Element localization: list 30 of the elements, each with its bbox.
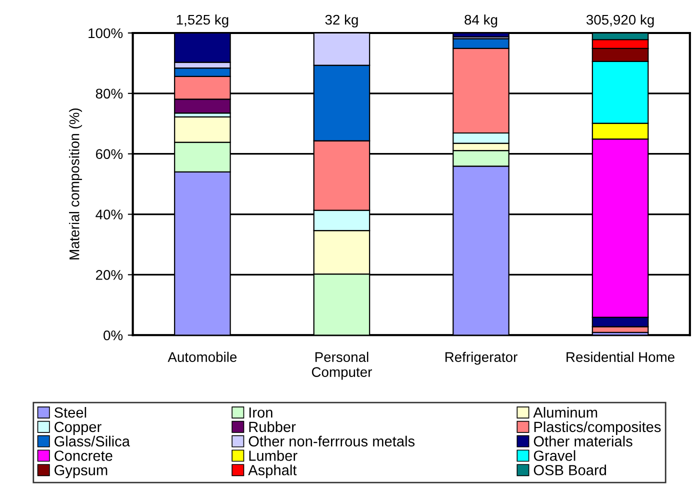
- legend-label: Iron: [249, 408, 272, 418]
- x-tick-label: Personal Computer: [312, 352, 372, 380]
- legend-label: Plastics/composites: [534, 421, 661, 435]
- legend-label: Gypsum: [54, 464, 108, 478]
- x-tick-label: Residential Home: [566, 352, 674, 362]
- legend-label: Other non-ferrrous metals: [248, 436, 415, 446]
- x-tick-label: Refrigerator: [445, 352, 518, 365]
- y-tick-label: 40%: [96, 210, 123, 220]
- legend-label: Steel: [54, 406, 86, 418]
- legend-label: Aluminum: [533, 406, 598, 418]
- annotation: 32 kg: [325, 14, 358, 28]
- annotation: 305,920 kg: [586, 14, 654, 28]
- y-tick-label: 0%: [104, 330, 123, 340]
- legend-label: Lumber: [249, 450, 298, 461]
- annotation: 1,525 kg: [176, 14, 228, 28]
- legend-label: Glass/Silica: [54, 436, 130, 446]
- legend-label: Asphalt: [248, 464, 297, 478]
- legend-label: Rubber: [249, 421, 296, 432]
- legend-label: Concrete: [54, 450, 112, 461]
- y-tick-label: 20%: [96, 270, 123, 280]
- y-tick-label: 100%: [88, 28, 123, 38]
- y-axis-title: Material composition (%): [69, 108, 82, 260]
- legend-label: OSB Board: [534, 464, 606, 476]
- legend-label: Other materials: [534, 436, 632, 446]
- annotation: 84 kg: [464, 14, 498, 28]
- legend-label: Copper: [54, 422, 102, 435]
- y-tick-label: 60%: [96, 149, 123, 160]
- x-tick-label: Automobile: [168, 352, 237, 362]
- y-tick-label: 80%: [96, 88, 123, 99]
- legend-label: Gravel: [534, 450, 576, 461]
